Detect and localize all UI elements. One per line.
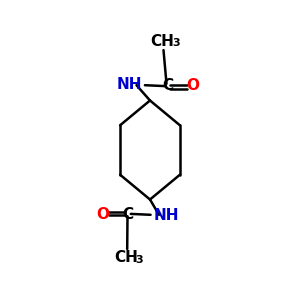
Text: C: C [122,207,134,222]
Text: CH: CH [114,250,138,266]
Text: NH: NH [154,208,179,223]
Text: CH: CH [151,34,175,49]
Text: C: C [162,78,173,93]
Text: 3: 3 [136,255,143,266]
Text: NH: NH [116,77,142,92]
Text: O: O [96,207,109,222]
Text: O: O [187,78,200,93]
Text: 3: 3 [172,38,180,49]
